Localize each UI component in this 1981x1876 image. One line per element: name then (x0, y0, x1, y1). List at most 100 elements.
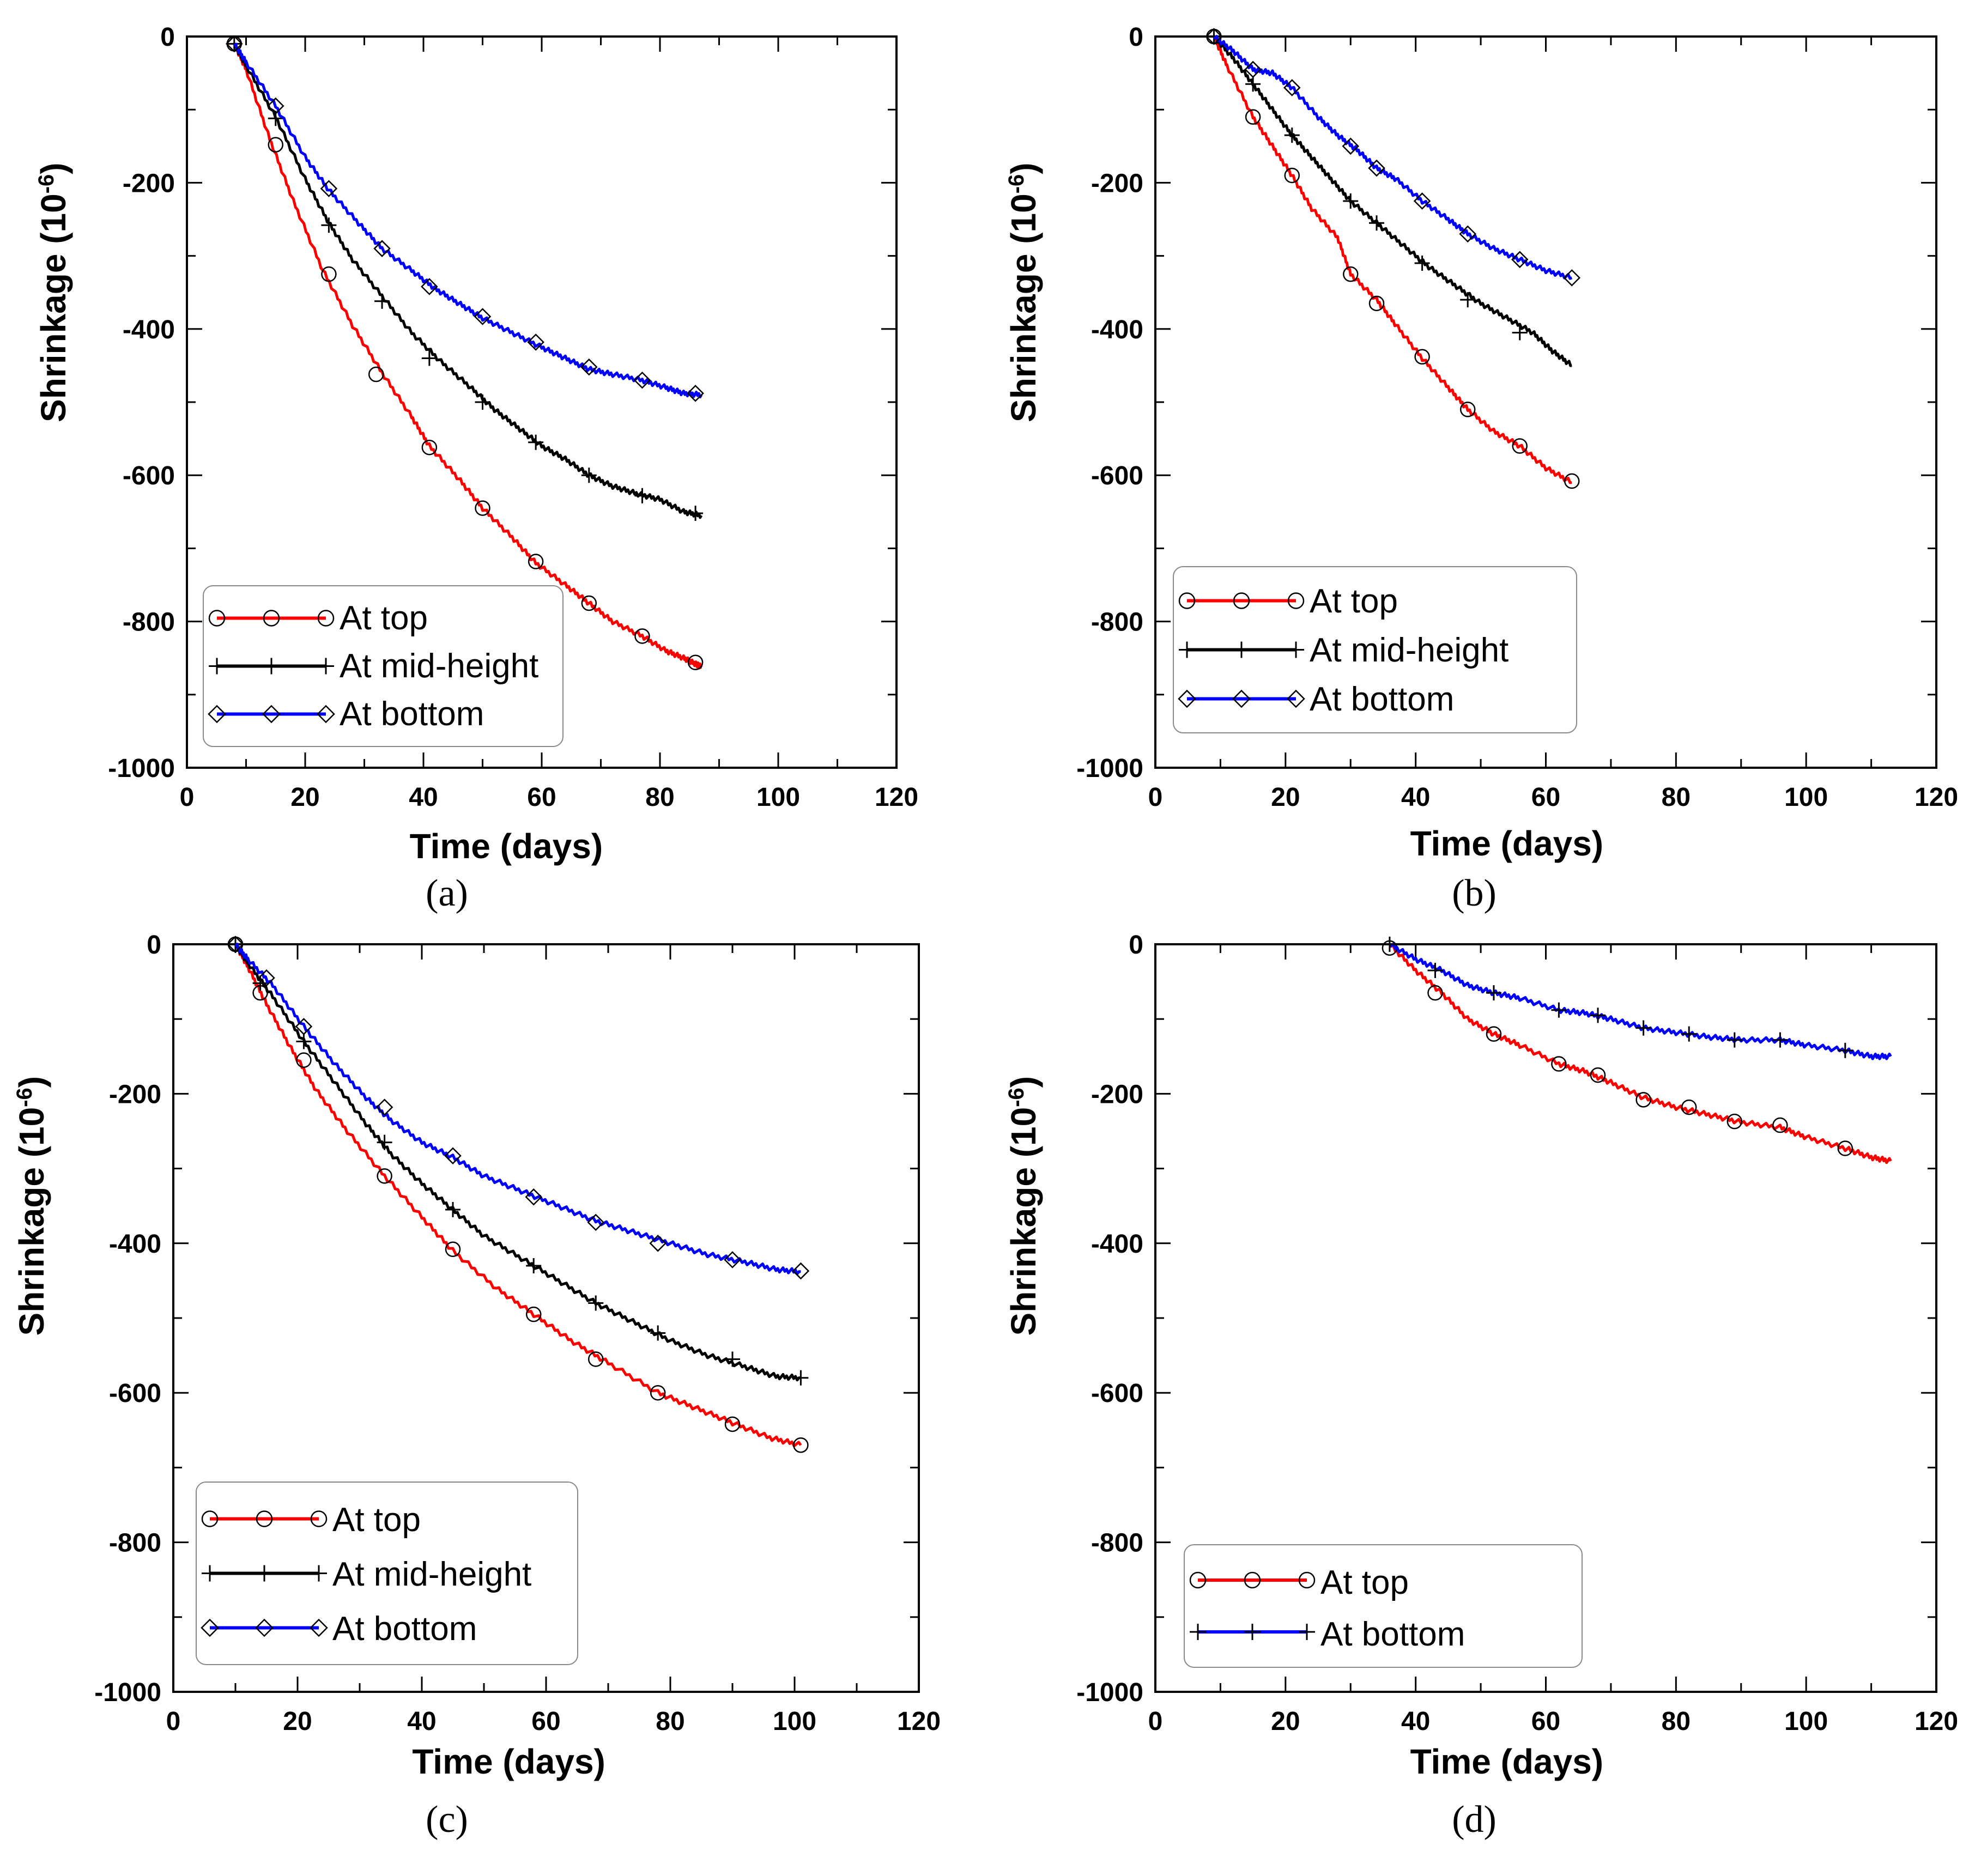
x-tick-label-c: 60 (531, 1707, 560, 1736)
series-top-b (1206, 28, 1580, 489)
legend-marker-top-a (263, 610, 280, 627)
data-point-top-c (587, 1351, 604, 1367)
series-top-c (227, 936, 809, 1453)
series-mid-c (228, 937, 809, 1386)
legend-marker-top-a (208, 610, 226, 627)
data-point-top-c (377, 1168, 392, 1184)
data-point-top-a (528, 554, 544, 569)
x-tick-label-a: 0 (180, 783, 195, 812)
legend-label-top-d: At top (1320, 1564, 1409, 1601)
data-point-top-c (650, 1385, 666, 1401)
series-bottom-b (1205, 28, 1581, 287)
x-tick-label-d: 0 (1148, 1707, 1163, 1736)
data-point-top-a (475, 500, 490, 516)
legend-box-a (203, 585, 564, 747)
data-point-bottom-a (320, 180, 338, 197)
x-tick-label-d: 40 (1401, 1707, 1430, 1736)
legend-a: At top At mid-height At bottom (203, 585, 564, 747)
legend-marker-mid-c (311, 1565, 327, 1582)
series-bottom-d (1382, 937, 1892, 1060)
y-tick-label-d: 0 (1129, 931, 1143, 960)
data-point-mid-a (528, 434, 544, 450)
legend-marker-mid-b (1288, 641, 1304, 658)
legend-label-top-a: At top (340, 599, 428, 637)
data-point-mid-b (1414, 256, 1430, 271)
data-point-bottom-d (1635, 1020, 1651, 1036)
chart-panel-c: 0 20 40 60 80 100 120 0 -200 -400 -600 -800 -1000 Tim… (12, 931, 941, 1781)
data-point-bottom-c (649, 1235, 667, 1252)
panel-caption-b: (b) (1452, 872, 1497, 914)
y-tick-label-b: -600 (1091, 462, 1143, 490)
data-point-bottom-d (1486, 985, 1501, 1001)
data-point-top-d (1427, 985, 1443, 1001)
data-point-mid-c (252, 975, 268, 991)
data-point-bottom-b (1342, 137, 1360, 155)
x-tick-label-a: 100 (756, 783, 800, 812)
data-point-bottom-a (687, 385, 704, 402)
x-tick-label-c: 120 (897, 1707, 941, 1736)
y-tick-label-c: -800 (109, 1529, 161, 1558)
data-point-bottom-c (295, 1018, 313, 1035)
data-point-bottom-b (1205, 28, 1223, 45)
y-tick-label-c: -400 (109, 1230, 161, 1259)
legend-marker-bottom-b (1232, 689, 1251, 708)
series-line-mid-c (234, 943, 801, 1382)
y-tick-label-a: -600 (123, 462, 175, 490)
data-point-bottom-d (1681, 1026, 1697, 1042)
series-bottom-c (227, 936, 810, 1280)
data-point-bottom-a (633, 371, 651, 389)
legend-marker-bottom-c (201, 1618, 219, 1637)
data-point-bottom-a (580, 358, 598, 376)
x-tick-label-c: 20 (283, 1707, 312, 1736)
legend-marker-bottom-b (1287, 689, 1305, 708)
data-point-mid-a (374, 293, 390, 309)
data-point-top-d (1590, 1067, 1606, 1083)
data-point-top-b (1414, 349, 1430, 365)
legend-marker-top-d (1189, 1571, 1207, 1589)
series-line-bottom-b (1213, 35, 1573, 280)
data-point-mid-b (1460, 292, 1476, 308)
x-tick-label-d: 20 (1271, 1707, 1300, 1736)
panel-caption-a: (a) (426, 872, 468, 914)
data-point-mid-a (581, 468, 597, 483)
legend-label-bottom-d: At bottom (1320, 1616, 1465, 1653)
data-point-top-b (1564, 473, 1580, 489)
legend-label-mid-b: At mid-height (1310, 632, 1509, 669)
x-tick-label-d: 100 (1784, 1707, 1828, 1736)
legend-box-d (1184, 1544, 1583, 1668)
data-point-bottom-b (1283, 79, 1301, 96)
series-line-bottom-c (234, 943, 801, 1276)
data-point-top-c (525, 1306, 542, 1322)
data-point-bottom-c (258, 969, 275, 987)
series-line-mid-b (1213, 35, 1572, 367)
x-tick-label-a: 60 (527, 783, 556, 812)
series-top-a (226, 36, 704, 671)
y-tick-label-d: -400 (1091, 1230, 1143, 1259)
data-point-top-d (1772, 1117, 1788, 1133)
panel-caption-c: (c) (426, 1799, 468, 1841)
legend-marker-bottom-d (1244, 1624, 1261, 1640)
series-line-bottom-d (1389, 943, 1892, 1060)
x-tick-label-c: 100 (773, 1707, 816, 1736)
data-point-bottom-b (1244, 60, 1262, 78)
y-tick-label-b: -200 (1091, 169, 1143, 198)
legend-d: At top At bottom (1184, 1544, 1583, 1668)
y-tick-label-a: 0 (160, 23, 175, 52)
data-point-top-b (1368, 295, 1385, 312)
legend-label-bottom-b: At bottom (1310, 681, 1454, 718)
legend-c: At top At mid-height At bottom (196, 1482, 578, 1665)
data-point-bottom-b (1563, 269, 1581, 287)
x-tick-label-a: 80 (645, 783, 674, 812)
legend-marker-bottom-d (1299, 1624, 1315, 1640)
y-tick-label-a: -400 (123, 315, 175, 344)
data-point-bottom-b (1413, 192, 1431, 210)
x-tick-label-a: 120 (875, 783, 918, 812)
y-tick-label-b: -1000 (1076, 754, 1143, 783)
x-axis-label-a: Time (days) (410, 827, 603, 866)
legend-marker-top-a (317, 610, 335, 627)
data-point-top-b (1343, 266, 1359, 282)
x-tick-label-c: 80 (656, 1707, 684, 1736)
data-point-mid-b (1369, 215, 1385, 231)
legend-label-top-c: At top (332, 1501, 421, 1539)
data-point-mid-a (421, 350, 437, 366)
